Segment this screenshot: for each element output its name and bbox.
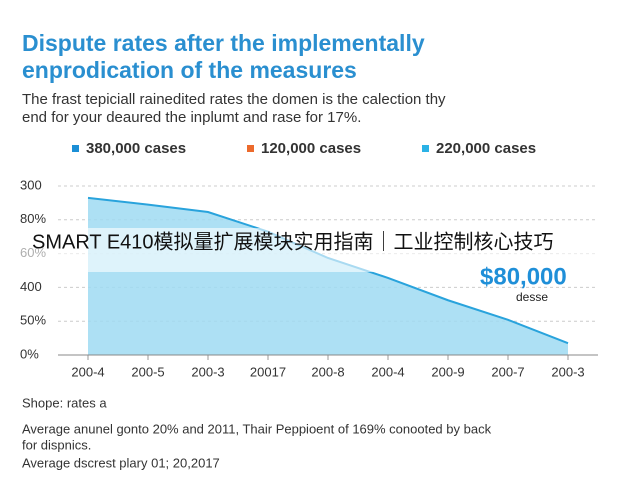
legend-label: 120,000 cases [261,140,361,157]
x-tick-label: 200-3 [191,364,224,379]
y-tick-label: 80% [20,211,46,226]
chart-title: Dispute rates after the implementally [22,30,425,56]
footer: Average dscrest plary 01; 20,2017 [22,455,220,470]
footer: Shope: rates a [22,395,107,410]
footer: Average anunel gonto 20% and 2011, Thair… [22,421,492,436]
annotation-value: $80,000 [480,263,567,290]
legend-label: 220,000 cases [436,140,536,157]
y-tick-label: 300 [20,177,42,192]
legend-swatch [247,145,254,152]
x-tick-label: 200-7 [491,364,524,379]
x-tick-label: 200-9 [431,364,464,379]
legend-swatch [72,145,79,152]
y-tick-label: 400 [20,279,42,294]
x-tick-label: 200-5 [131,364,164,379]
legend-swatch [422,145,429,152]
annotation-note: desse [516,290,548,304]
subtitle: end for your deaured the inplumt and ras… [22,109,361,126]
legend-label: 380,000 cases [86,140,186,157]
x-tick-label: 200-3 [551,364,584,379]
x-tick-label: 200-4 [371,364,404,379]
banner-band [0,228,640,272]
y-tick-label: 50% [20,313,46,328]
x-tick-label: 20017 [250,364,286,379]
y-tick-label: 0% [20,346,39,361]
footer: for dispnics. [22,437,91,452]
x-tick-label: 200-4 [71,364,104,379]
banner: SMART E410模拟量扩展模块实用指南｜工业控制核心技巧 [32,230,554,253]
chart-title: enprodication of the measures [22,57,357,83]
x-tick-label: 200-8 [311,364,344,379]
subtitle: The frast tepiciall rainedited rates the… [22,91,446,108]
